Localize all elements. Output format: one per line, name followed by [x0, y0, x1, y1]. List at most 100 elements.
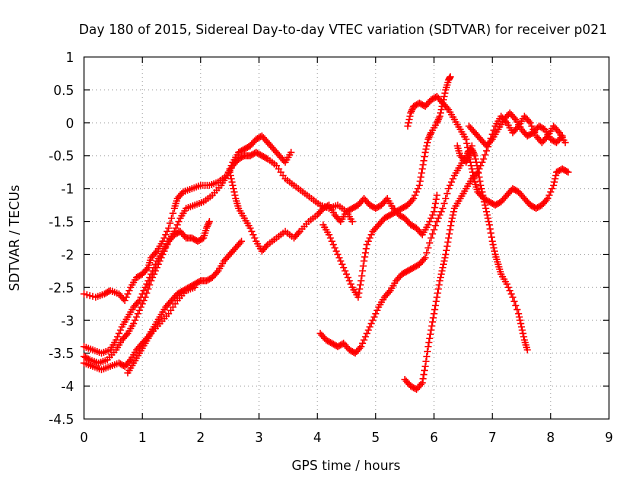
data-point [474, 169, 482, 177]
data-point [481, 201, 489, 209]
data-point [485, 218, 493, 226]
data-point [470, 150, 478, 158]
data-point [507, 290, 515, 298]
data-point [131, 316, 139, 324]
data-point [407, 107, 415, 115]
data-point [443, 190, 451, 198]
data-point [361, 333, 369, 341]
y-tick-label: -4 [61, 380, 74, 395]
data-point [431, 204, 439, 212]
data-point [439, 260, 447, 268]
data-point [468, 145, 476, 153]
data-point [436, 211, 444, 219]
data-point [428, 322, 436, 330]
data-point [121, 297, 129, 305]
data-point [550, 181, 558, 189]
y-tick-label: -4.5 [49, 413, 74, 428]
data-point [360, 257, 368, 265]
data-point [426, 132, 434, 140]
data-point [420, 255, 428, 263]
data-point [134, 298, 142, 306]
y-tick-label: -3 [61, 314, 74, 329]
data-point [228, 178, 236, 186]
data-point [434, 289, 442, 297]
y-tick-label: 1 [66, 51, 74, 66]
data-point [440, 199, 448, 207]
x-tick-label: 0 [80, 431, 88, 446]
data-point [523, 346, 531, 354]
data-point [447, 222, 455, 230]
data-point [426, 330, 434, 338]
data-point [287, 148, 295, 156]
data-point [331, 244, 339, 252]
data-point [178, 190, 186, 198]
plot-frame [83, 56, 610, 420]
data-point [229, 181, 237, 189]
data-point [446, 73, 454, 81]
data-point [487, 137, 495, 145]
data-point [517, 320, 525, 328]
data-point [483, 211, 491, 219]
data-point [442, 246, 450, 254]
data-point [463, 157, 471, 165]
data-point [445, 185, 453, 193]
data-point [406, 112, 414, 120]
data-point [542, 196, 550, 204]
data-point [112, 336, 120, 344]
data-point [475, 173, 483, 181]
data-point [360, 336, 368, 344]
data-point [169, 209, 177, 217]
data-point [419, 375, 427, 383]
data-point [431, 301, 439, 309]
series-11 [453, 142, 531, 354]
data-point [357, 343, 365, 351]
data-point [526, 119, 534, 127]
data-point [435, 281, 443, 289]
data-point [144, 285, 152, 293]
data-point [551, 175, 559, 183]
data-point [424, 343, 432, 351]
data-point [448, 214, 456, 222]
data-point [433, 293, 441, 301]
data-point [436, 112, 444, 120]
data-point [425, 338, 433, 346]
data-point [407, 109, 415, 117]
data-point [439, 204, 447, 212]
data-point [472, 158, 480, 166]
data-point [436, 277, 444, 285]
data-point [430, 208, 438, 216]
series-4 [80, 237, 245, 374]
data-point [431, 222, 439, 230]
data-point [418, 165, 426, 173]
x-tick-label: 8 [547, 431, 555, 446]
data-point [423, 352, 431, 360]
data-point [122, 293, 130, 301]
data-point [344, 273, 352, 281]
data-point [448, 218, 455, 226]
data-point [519, 329, 527, 337]
data-point [558, 132, 566, 140]
x-tick-label: 5 [372, 431, 380, 446]
data-point [411, 191, 419, 199]
data-point [205, 218, 213, 226]
y-tick-label: -2.5 [49, 281, 74, 296]
data-point [425, 134, 433, 142]
data-point [437, 273, 445, 281]
data-point [503, 280, 511, 288]
data-point [489, 241, 497, 249]
data-point [146, 281, 154, 289]
data-point [227, 171, 235, 179]
data-point [147, 277, 155, 285]
y-tick-label: -1.5 [49, 216, 74, 231]
data-point [160, 234, 168, 242]
data-point [154, 260, 162, 268]
data-point [410, 195, 418, 203]
data-point [481, 151, 489, 159]
data-point [510, 297, 518, 305]
data-point [440, 257, 448, 265]
data-point [421, 153, 429, 161]
data-point [334, 250, 342, 258]
data-point [434, 117, 442, 125]
data-point [356, 344, 364, 352]
data-point [427, 214, 435, 222]
